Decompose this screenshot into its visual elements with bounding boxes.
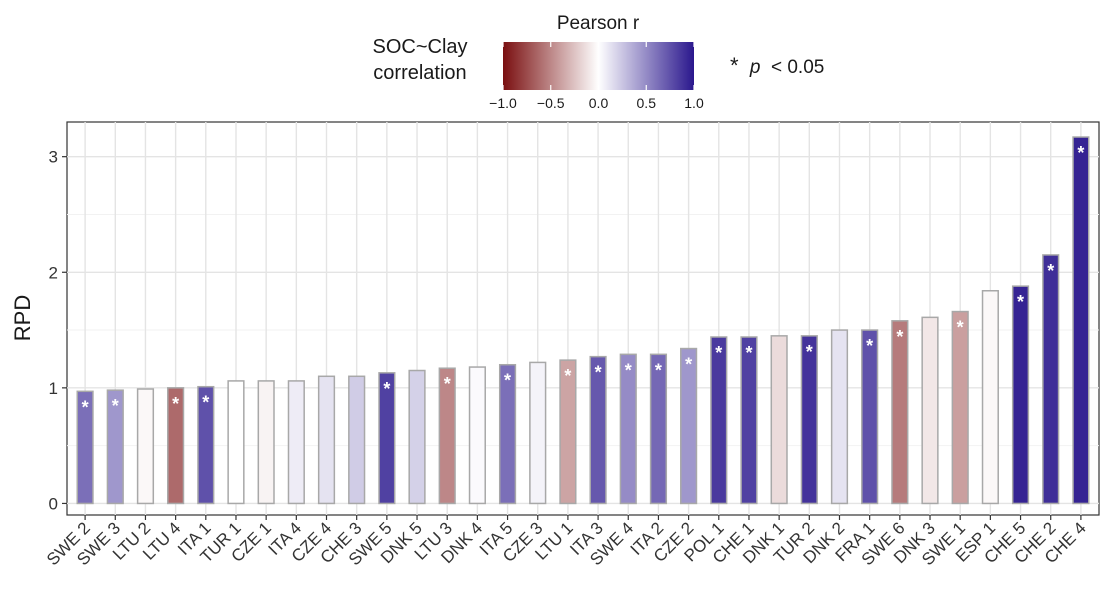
bar [710, 336, 728, 505]
legend-correlation-title-line2: correlation [373, 62, 466, 84]
significance-marker: * [730, 53, 739, 78]
colorbar-tick-label: 0.5 [637, 95, 657, 111]
significance-star: * [715, 343, 722, 363]
bar [348, 375, 366, 505]
significance-star: * [957, 318, 964, 338]
bar [921, 316, 939, 505]
colorbar-title: Pearson r [557, 13, 640, 34]
bar [408, 369, 426, 505]
plot-panel [66, 121, 1100, 516]
bar [981, 290, 999, 505]
colorbar-tick-label: −1.0 [489, 95, 517, 111]
bar [1042, 254, 1060, 505]
significance-star: * [866, 336, 873, 356]
bar [619, 353, 637, 505]
significance-star: * [1017, 292, 1024, 312]
bar [589, 355, 607, 505]
legend-correlation-title-line1: SOC~Clay [372, 36, 467, 58]
bar [76, 390, 94, 505]
y-tick-label: 0 [49, 494, 58, 513]
significance-p: p [749, 57, 761, 78]
colorbar-tick-label: 1.0 [684, 95, 704, 111]
bar [951, 310, 969, 505]
y-tick-label: 2 [49, 263, 58, 282]
significance-star: * [896, 327, 903, 347]
gridlines [67, 122, 1099, 515]
bar [861, 329, 879, 505]
bar [800, 335, 818, 505]
bar [167, 387, 185, 505]
bar [227, 380, 245, 505]
significance-legend: * p < 0.05 [730, 53, 824, 78]
significance-star: * [745, 343, 752, 363]
significance-star: * [685, 355, 692, 375]
y-axis-label: RPD [10, 295, 35, 341]
y-tick-label: 3 [49, 148, 58, 167]
significance-star: * [444, 374, 451, 394]
colorbar-tick-label: −0.5 [537, 95, 565, 111]
bar [740, 336, 758, 505]
bar [1011, 285, 1030, 505]
bar [891, 320, 909, 505]
significance-star: * [383, 379, 390, 399]
significance-star: * [172, 394, 179, 414]
significance-star: * [564, 366, 571, 386]
significance-star: * [202, 393, 209, 413]
colorbar [503, 42, 694, 90]
bar [1072, 136, 1090, 505]
bar [468, 366, 486, 505]
y-axis: 0 1 2 3 [49, 148, 67, 513]
bar [136, 388, 155, 505]
colorbar-tick-label: 0.0 [589, 95, 609, 111]
significance-star: * [595, 363, 602, 383]
bar [257, 380, 275, 505]
bar [106, 389, 124, 505]
bar [830, 329, 849, 505]
bar [649, 353, 668, 505]
significance-star: * [806, 342, 813, 362]
bar [680, 347, 698, 505]
bar [317, 375, 336, 505]
significance-threshold: < 0.05 [766, 57, 825, 78]
bar [287, 380, 305, 505]
bar [438, 367, 456, 505]
colorbar-ticks: −1.0 −0.5 0.0 0.5 1.0 [489, 42, 704, 111]
significance-star: * [655, 360, 662, 380]
significance-star: * [625, 360, 632, 380]
y-tick-label: 1 [49, 379, 58, 398]
significance-star: * [82, 397, 89, 417]
significance-star: * [1047, 261, 1054, 281]
legend: SOC~Clay correlation Pearson r −1.0 −0.5 0… [372, 13, 824, 111]
bar [197, 385, 215, 505]
significance-star: * [504, 371, 511, 391]
bar [529, 361, 547, 505]
significance-star: * [112, 396, 119, 416]
significance-star: * [1077, 143, 1084, 163]
bar [770, 335, 788, 505]
bar [498, 363, 517, 505]
bar [559, 359, 577, 505]
bar [378, 372, 396, 505]
significance-stars: * * * * * * * * * * * * * * * * * * * * * [82, 143, 1085, 417]
bars [76, 136, 1090, 505]
